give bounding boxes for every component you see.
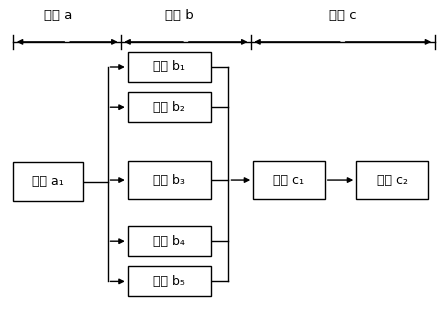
Text: 设备 b₄: 设备 b₄ (153, 235, 185, 248)
Text: 设备 b₅: 设备 b₅ (153, 275, 185, 288)
Text: 工序 b: 工序 b (165, 9, 194, 21)
FancyBboxPatch shape (128, 52, 211, 82)
FancyBboxPatch shape (356, 161, 428, 199)
FancyBboxPatch shape (128, 92, 211, 122)
FancyBboxPatch shape (13, 162, 83, 201)
Text: 设备 b₃: 设备 b₃ (153, 174, 185, 187)
FancyBboxPatch shape (128, 226, 211, 256)
FancyBboxPatch shape (128, 266, 211, 296)
Text: 设备 b₂: 设备 b₂ (153, 101, 185, 114)
Text: 设备 c₁: 设备 c₁ (273, 174, 305, 187)
Text: 工序 a: 工序 a (44, 9, 73, 21)
Text: 工序 c: 工序 c (329, 9, 357, 21)
Text: 设备 b₁: 设备 b₁ (153, 61, 185, 73)
FancyBboxPatch shape (253, 161, 325, 199)
Text: 设备 a₁: 设备 a₁ (32, 175, 64, 188)
FancyBboxPatch shape (128, 161, 211, 199)
Text: 设备 c₂: 设备 c₂ (376, 174, 408, 187)
